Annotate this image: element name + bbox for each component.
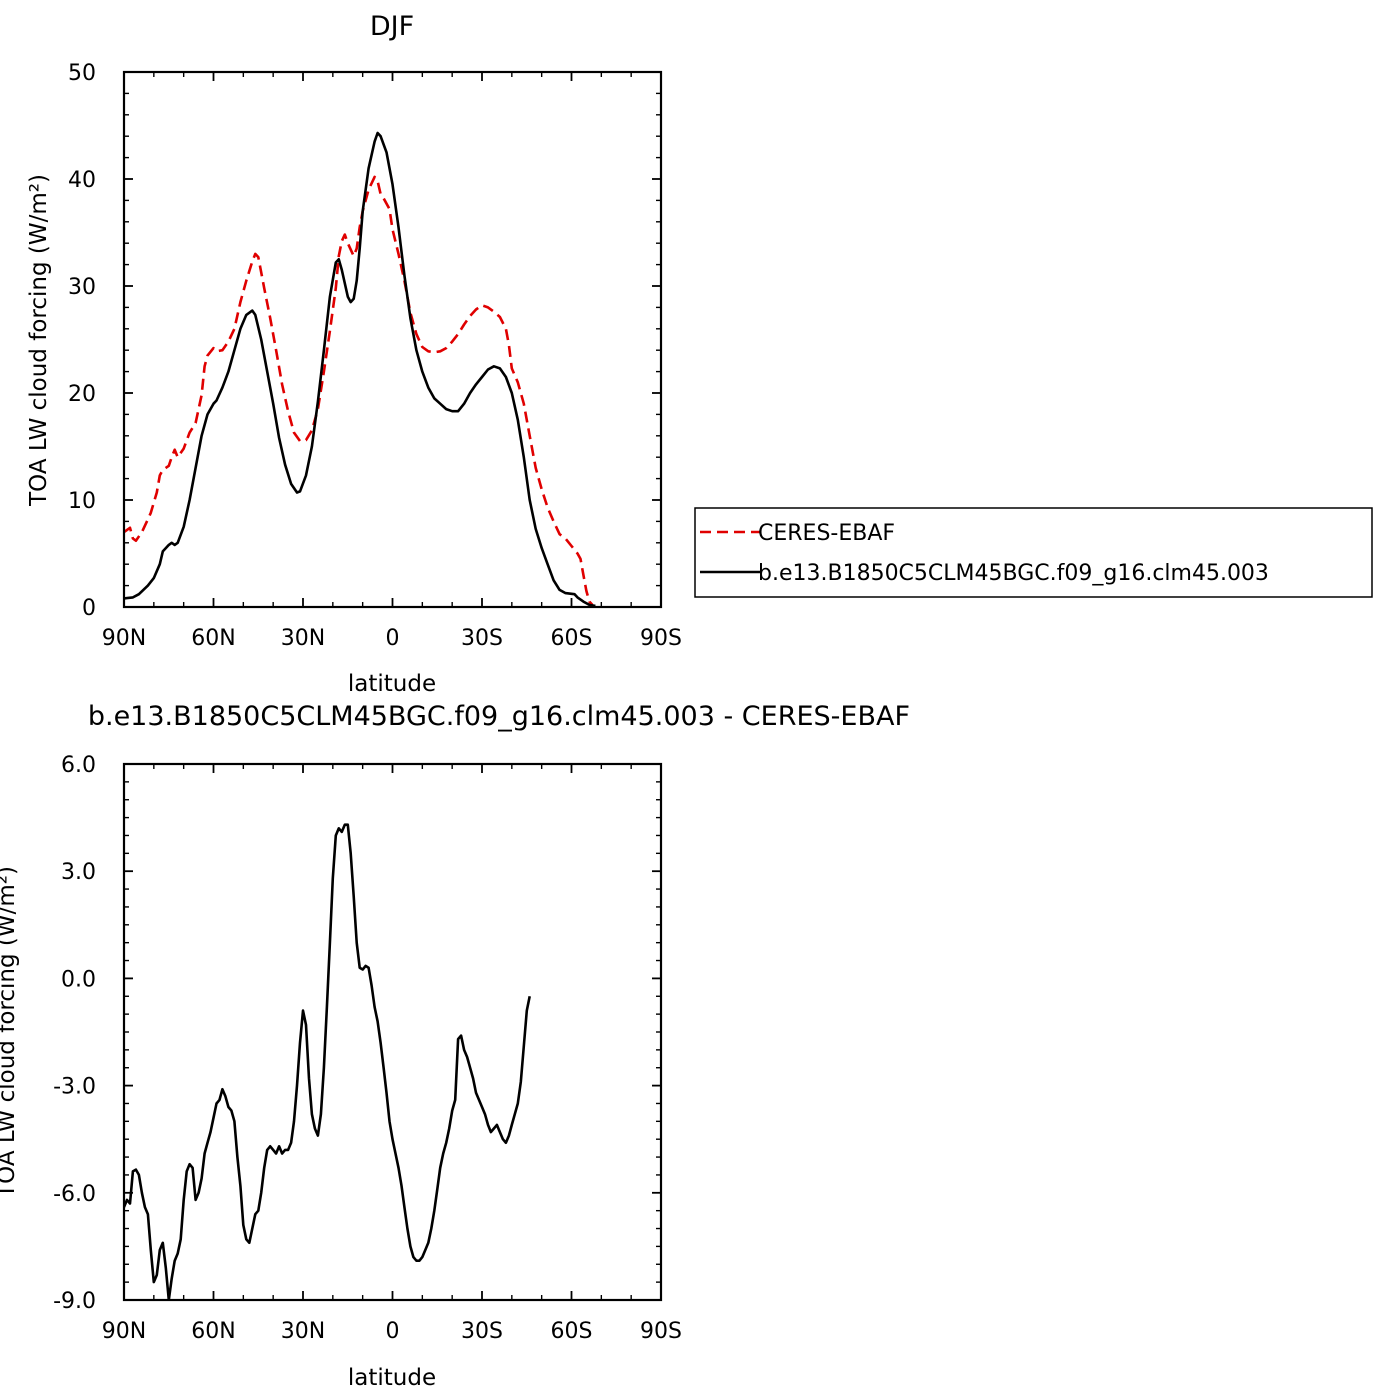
bottom-x-tick-label: 0: [386, 1319, 400, 1344]
bottom-y-tick-label: 3.0: [61, 860, 96, 885]
top-x-tick-label: 30S: [461, 626, 503, 651]
top-x-axis-title: latitude: [348, 671, 436, 697]
top-y-tick-label: 40: [68, 168, 96, 193]
bottom-plot-area: [124, 823, 531, 1300]
top-y-tick-label: 20: [68, 382, 96, 407]
bottom-y-tick-label: -3.0: [53, 1075, 96, 1100]
top-x-tick-label: 90S: [640, 626, 682, 651]
bottom-x-tick-label: 30N: [281, 1319, 325, 1344]
legend-label-ceres: CERES-EBAF: [758, 521, 895, 546]
bottom-x-tick-label: 60S: [551, 1319, 593, 1344]
bottom-y-tick-label: 6.0: [61, 753, 96, 778]
bottom-panel: b.e13.B1850C5CLM45BGC.f09_g16.clm45.003 …: [0, 701, 910, 1391]
top-ticks-layer: 90N 60N 30N 0 30S 60S 90S 0 10 20 30 40 50: [68, 61, 682, 651]
bottom-y-tick-label: 0.0: [61, 967, 96, 992]
top-y-tick-label: 30: [68, 275, 96, 300]
top-series-line-1: [124, 131, 596, 607]
bottom-x-tick-label: 30S: [461, 1319, 503, 1344]
top-x-tick-label: 0: [386, 626, 400, 651]
top-x-tick-label: 60N: [191, 626, 235, 651]
bottom-x-axis-title: latitude: [348, 1365, 436, 1391]
bottom-series-layer: [124, 823, 531, 1300]
top-y-tick-label: 50: [68, 61, 96, 86]
bottom-ticks-layer: 90N 60N 30N 0 30S 60S 90S -9.0 -6.0 -3.0 0.0 3.0 6.0: [53, 753, 682, 1344]
bottom-y-axis-title: TOA LW cloud forcing (W/m²): [0, 866, 20, 1199]
bottom-series-line-0: [124, 823, 531, 1300]
top-y-tick-label: 0: [82, 596, 96, 621]
bottom-y-tick-label: -9.0: [53, 1289, 96, 1314]
top-x-tick-label: 60S: [551, 626, 593, 651]
top-series-layer: [124, 131, 596, 607]
top-panel: DJF 90N 60N 30N 0 30S 60S 90S 0 10 20 30 40 50 latit…: [26, 11, 682, 697]
top-y-tick-label: 10: [68, 489, 96, 514]
legend-box: [694, 507, 1373, 598]
top-series-line-0: [124, 175, 594, 606]
bottom-plot-frame: [122, 762, 663, 1302]
legend-label-model: b.e13.B1850C5CLM45BGC.f09_g16.clm45.003: [758, 561, 1269, 586]
bottom-y-tick-label: -6.0: [53, 1182, 96, 1207]
top-y-axis-title: TOA LW cloud forcing (W/m²): [26, 174, 52, 507]
top-plot-area: [124, 131, 596, 607]
top-plot-frame: [122, 70, 663, 609]
bottom-x-tick-label: 90N: [102, 1319, 146, 1344]
top-chart-title: DJF: [370, 11, 414, 42]
bottom-x-tick-label: 90S: [640, 1319, 682, 1344]
top-x-tick-label: 90N: [102, 626, 146, 651]
bottom-x-tick-label: 60N: [191, 1319, 235, 1344]
legend: CERES-EBAF b.e13.B1850C5CLM45BGC.f09_g16…: [694, 507, 1373, 598]
bottom-chart-title: b.e13.B1850C5CLM45BGC.f09_g16.clm45.003 …: [88, 701, 910, 732]
top-x-tick-label: 30N: [281, 626, 325, 651]
